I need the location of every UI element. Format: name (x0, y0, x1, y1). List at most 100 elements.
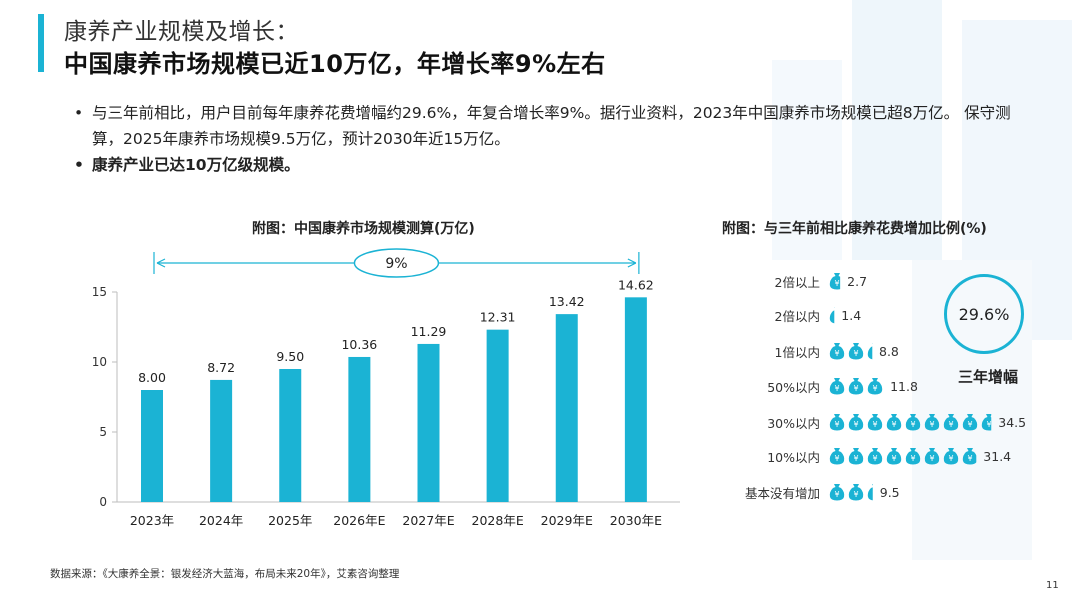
money-bag-icons: ¥ ¥ ¥ (828, 483, 874, 501)
svg-text:¥: ¥ (853, 490, 858, 499)
bar-value-label: 13.42 (549, 294, 585, 309)
bar-value-label: 11.29 (411, 324, 447, 339)
annotation-arrow-left-head (156, 258, 166, 268)
money-bag-icons: ¥ ¥ ¥ ¥ ¥ ¥ ¥ ¥ ¥ (828, 413, 992, 431)
bar (624, 297, 647, 502)
market-size-bar-chart: 0 5 10 15 8.00 2023年 8.72 2024年 9.50 2025年 10.36 20… (92, 248, 680, 528)
money-bag-icon: ¥ (885, 413, 903, 431)
svg-text:¥: ¥ (967, 454, 972, 463)
money-bag-icons: ¥ (828, 306, 835, 324)
money-bag-icon: ¥ (961, 413, 979, 431)
bar-value-label: 8.72 (207, 360, 235, 375)
pictograph-row-value: 31.4 (983, 448, 1012, 464)
y-tick-label: 0 (99, 495, 107, 509)
money-bag-icon: ¥ (828, 413, 846, 431)
x-tick-label: 2030年E (610, 513, 662, 528)
money-bag-icon: ¥ (847, 413, 865, 431)
pictograph-row-label: 基本没有增加 (744, 485, 820, 501)
annotation-arrow-right-head (627, 258, 637, 268)
bar-chart-title: 附图：中国康养市场规模测算(万亿) (252, 221, 475, 237)
pictograph-row-value: 9.5 (879, 484, 900, 500)
money-bag-icon: ¥ (866, 342, 873, 360)
svg-text:¥: ¥ (834, 384, 839, 393)
money-bag-icon: ¥ (828, 342, 846, 360)
svg-text:¥: ¥ (853, 420, 858, 429)
svg-text:¥: ¥ (853, 454, 858, 463)
pictograph-row: 50%以内 ¥ ¥ ¥11.8 (700, 375, 918, 397)
data-source: 数据来源：《大康养全景：银发经济大蓝海，布局未来20年》，艾素咨询整理 (50, 568, 400, 580)
svg-text:¥: ¥ (910, 420, 915, 429)
pictograph-row: 2倍以上 ¥2.7 (700, 270, 867, 292)
x-tick-label: 2028年E (472, 513, 524, 528)
money-bag-icon: ¥ (828, 306, 835, 324)
bar (417, 343, 440, 502)
money-bag-icon: ¥ (847, 483, 865, 501)
bar (210, 379, 233, 502)
pictograph-row-label: 2倍以内 (774, 308, 820, 324)
bullet-item: 与三年前相比，用户目前每年康养花费增幅约29.6%，年复合增长率9%。据行业资料… (74, 100, 1024, 152)
x-tick-label: 2024年 (199, 513, 243, 528)
svg-text:¥: ¥ (967, 420, 972, 429)
pictograph-row-value: 1.4 (841, 307, 862, 323)
svg-text:¥: ¥ (834, 420, 839, 429)
pictograph-row-label: 1倍以内 (774, 344, 820, 360)
bar (279, 369, 302, 502)
y-tick-label: 5 (99, 425, 107, 439)
title-accent-bar (38, 14, 44, 72)
bar-value-label: 8.00 (138, 370, 166, 385)
money-bag-icons: ¥ ¥ ¥ (828, 342, 873, 360)
money-bag-icon: ¥ (866, 413, 884, 431)
money-bag-icon: ¥ (923, 413, 941, 431)
money-bag-icon: ¥ (942, 447, 960, 465)
page-title: 康养产业规模及增长： (64, 19, 299, 45)
svg-text:¥: ¥ (872, 420, 877, 429)
y-tick-label: 15 (92, 285, 107, 299)
svg-text:¥: ¥ (872, 490, 877, 499)
x-tick-label: 2025年 (268, 513, 312, 528)
money-bag-icon: ¥ (942, 413, 960, 431)
svg-text:¥: ¥ (834, 349, 839, 358)
money-bag-icon: ¥ (923, 447, 941, 465)
money-bag-icons: ¥ (828, 272, 841, 290)
money-bag-icon: ¥ (828, 447, 846, 465)
annotation-label: 9% (385, 256, 407, 272)
annotation-oval (353, 248, 440, 278)
pictograph-row: 2倍以内 ¥1.4 (700, 304, 861, 326)
pictograph-row-value: 8.8 (879, 343, 899, 359)
svg-text:¥: ¥ (872, 384, 877, 393)
bullet-list: 与三年前相比，用户目前每年康养花费增幅约29.6%，年复合增长率9%。据行业资料… (74, 100, 1024, 178)
pictograph-chart-title: 附图：与三年前相比康养花费增加比例(%) (722, 221, 987, 237)
pictograph-row-value: 2.7 (847, 273, 868, 289)
svg-text:¥: ¥ (834, 490, 839, 499)
y-tick-label: 10 (92, 355, 107, 369)
svg-text:¥: ¥ (872, 454, 877, 463)
pictograph-row: 30%以内 ¥ ¥ ¥ ¥ ¥ ¥ ¥ ¥ ¥34.5 (700, 411, 1026, 433)
page-number: 11 (1046, 580, 1059, 591)
pictograph-row-label: 10%以内 (767, 449, 820, 465)
pictograph-row-label: 30%以内 (767, 415, 820, 431)
svg-text:¥: ¥ (986, 420, 991, 429)
svg-text:¥: ¥ (853, 349, 858, 358)
svg-text:¥: ¥ (948, 420, 953, 429)
money-bag-icon: ¥ (904, 413, 922, 431)
money-bag-icon: ¥ (866, 483, 873, 501)
bar-value-label: 10.36 (341, 337, 377, 352)
pictograph-row-value: 34.5 (998, 414, 1027, 430)
x-tick-label: 2027年E (402, 513, 454, 528)
pictograph-row-label: 2倍以上 (774, 274, 820, 290)
money-bag-icon: ¥ (866, 447, 884, 465)
money-bag-icon: ¥ (885, 447, 903, 465)
bullet-item: 康养产业已达10万亿级规模。 (74, 152, 1024, 178)
svg-text:¥: ¥ (910, 454, 915, 463)
x-tick-label: 2029年E (541, 513, 593, 528)
svg-text:¥: ¥ (834, 279, 839, 288)
money-bag-icon: ¥ (847, 447, 865, 465)
growth-highlight-value: 29.6% (958, 304, 1010, 324)
svg-text:¥: ¥ (834, 313, 839, 322)
money-bag-icon: ¥ (866, 377, 883, 395)
growth-highlight-circle: 29.6% (944, 274, 1024, 354)
bar-value-label: 12.31 (480, 310, 516, 325)
growth-highlight-label: 三年增幅 (958, 368, 1019, 386)
money-bag-icon: ¥ (828, 483, 846, 501)
svg-text:¥: ¥ (872, 349, 877, 358)
